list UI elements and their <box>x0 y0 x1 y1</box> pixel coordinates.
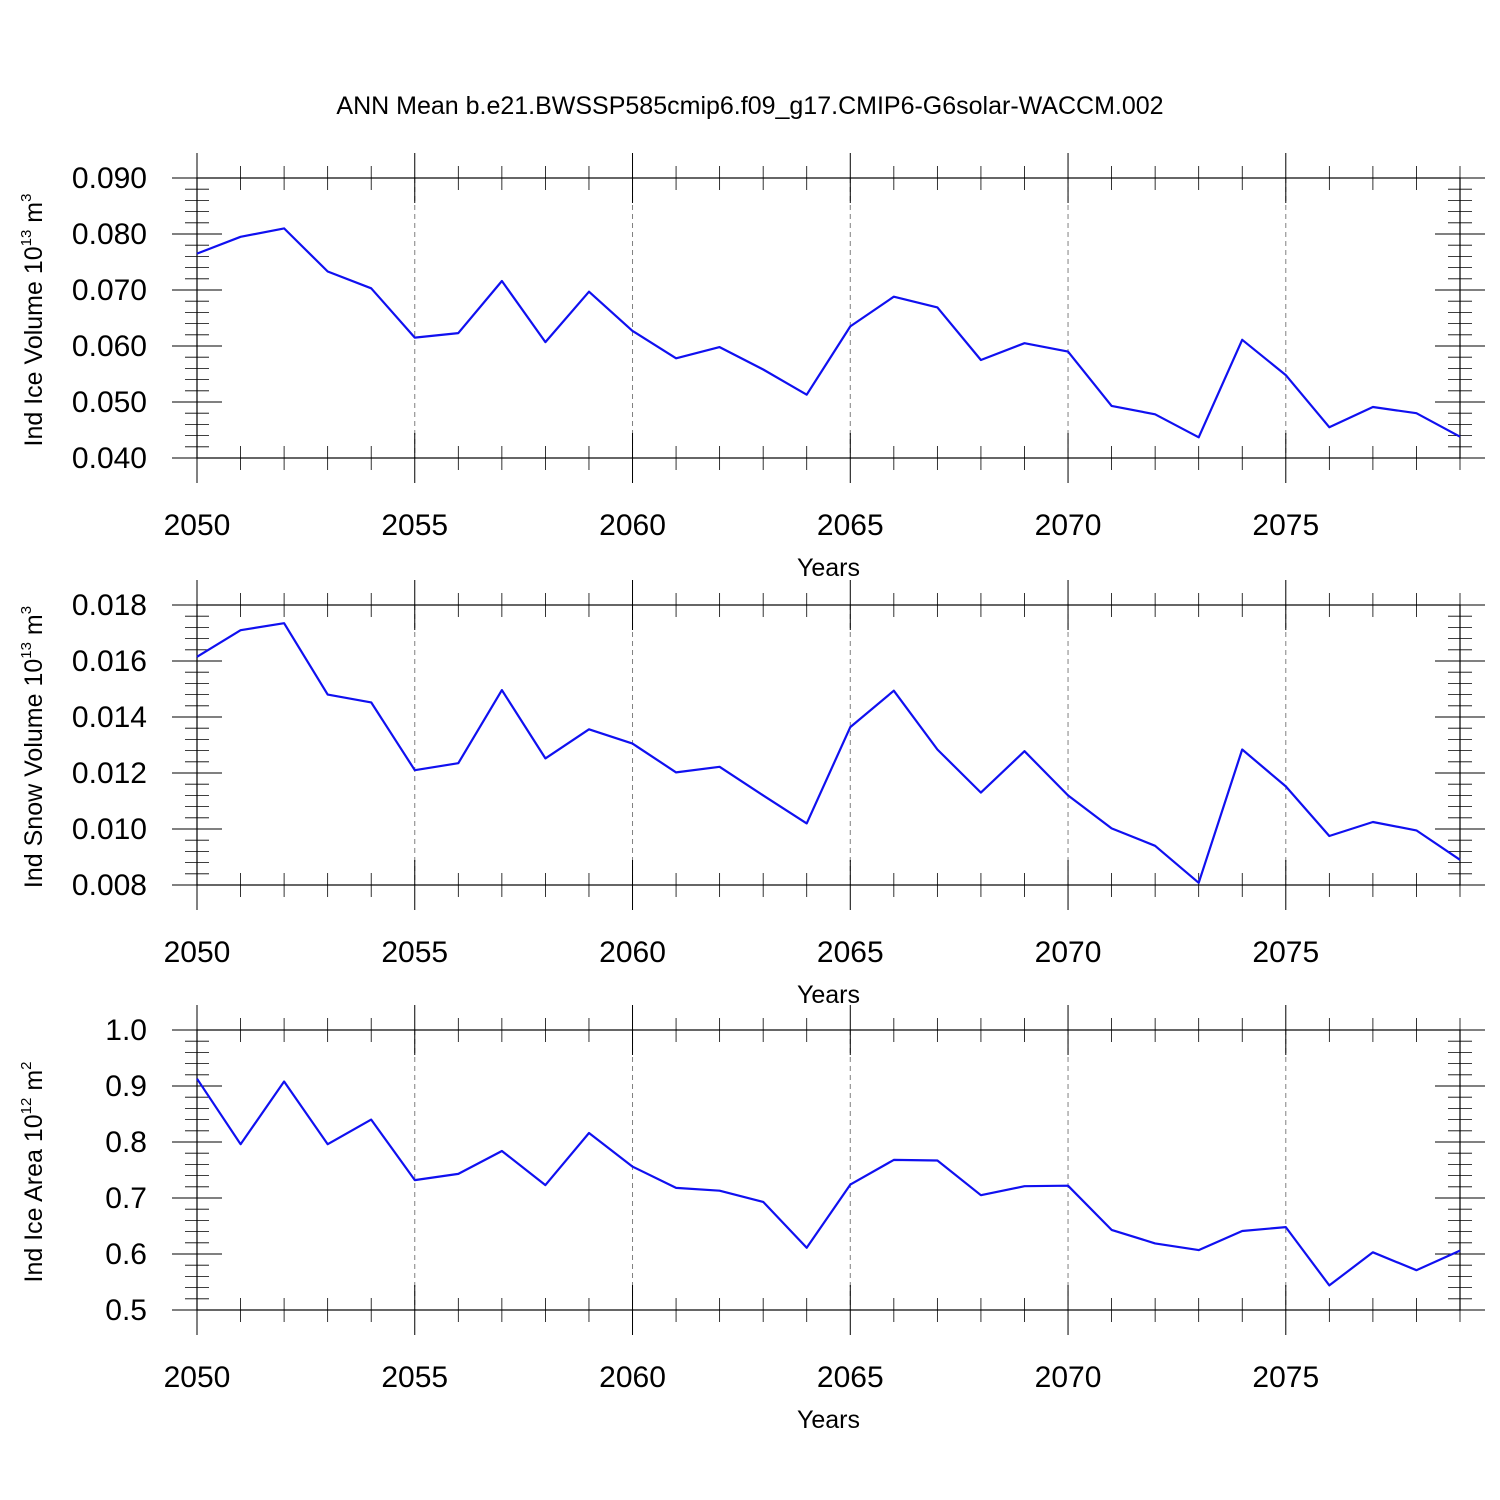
x-axis-title: Years <box>797 981 860 1009</box>
y-tick-label: 0.040 <box>72 442 147 475</box>
x-tick-label: 2075 <box>1252 936 1319 969</box>
chart-panel-2: 0.008 0.010 0.012 0.014 0.016 0.018 2050 2055 20… <box>18 580 1485 1009</box>
x-axis-title: Years <box>797 1406 860 1434</box>
data-line <box>196 622 1461 884</box>
x-axis-title: Years <box>797 554 860 582</box>
y-tick-label: 0.6 <box>105 1238 147 1271</box>
y-tick-label: 0.014 <box>72 701 147 734</box>
panels: 0.040 0.050 0.060 0.070 0.080 0.090 2050 2055 20… <box>18 153 1485 1434</box>
x-tick-label: 2055 <box>381 1361 448 1394</box>
x-tick-label: 2060 <box>599 1361 666 1394</box>
y-tick-label: 0.070 <box>72 274 147 307</box>
y-tick-label: 0.010 <box>72 813 147 846</box>
y-tick-label: 0.9 <box>105 1070 147 1103</box>
y-tick-label: 0.080 <box>72 218 147 251</box>
x-tick-label: 2050 <box>164 936 231 969</box>
y-tick-label: 0.7 <box>105 1182 147 1215</box>
data-line <box>196 227 1461 439</box>
x-tick-label: 2060 <box>599 936 666 969</box>
y-axis-title: Ind Ice Area 1012 m2 <box>18 1062 48 1283</box>
y-tick-label: 0.018 <box>72 589 147 622</box>
x-tick-label: 2055 <box>381 936 448 969</box>
x-tick-label: 2070 <box>1035 509 1102 542</box>
x-tick-label: 2065 <box>817 936 884 969</box>
x-tick-label: 2050 <box>164 1361 231 1394</box>
x-tick-label: 2075 <box>1252 1361 1319 1394</box>
y-tick-label: 0.8 <box>105 1126 147 1159</box>
data-line <box>196 1078 1461 1287</box>
y-tick-label: 0.090 <box>72 162 147 195</box>
plot-frame <box>196 177 1461 459</box>
chart-title: ANN Mean b.e21.BWSSP585cmip6.f09_g17.CMI… <box>336 92 1163 120</box>
y-tick-label: 0.016 <box>72 645 147 678</box>
plot-frame <box>196 1029 1461 1311</box>
x-tick-label: 2065 <box>817 509 884 542</box>
y-axis-title: Ind Snow Volume 1013 m3 <box>18 606 48 888</box>
x-tick-label: 2070 <box>1035 936 1102 969</box>
plot-frame <box>196 604 1461 886</box>
y-tick-label: 0.050 <box>72 386 147 419</box>
x-tick-label: 2060 <box>599 509 666 542</box>
chart-panel-1: 0.040 0.050 0.060 0.070 0.080 0.090 2050 2055 20… <box>18 153 1485 582</box>
y-axis-title: Ind Ice Volume 1013 m3 <box>18 194 48 447</box>
x-tick-label: 2065 <box>817 1361 884 1394</box>
x-tick-label: 2075 <box>1252 509 1319 542</box>
y-tick-label: 0.012 <box>72 757 147 790</box>
x-tick-label: 2050 <box>164 509 231 542</box>
chart-panel-3: 0.5 0.6 0.7 0.8 0.9 1.0 2050 2055 2060 2065 2070 20… <box>18 1005 1485 1434</box>
y-tick-label: 0.008 <box>72 869 147 902</box>
y-tick-label: 0.5 <box>105 1294 147 1327</box>
x-tick-label: 2070 <box>1035 1361 1102 1394</box>
y-tick-label: 0.060 <box>72 330 147 363</box>
x-tick-label: 2055 <box>381 509 448 542</box>
y-tick-label: 1.0 <box>105 1014 147 1047</box>
